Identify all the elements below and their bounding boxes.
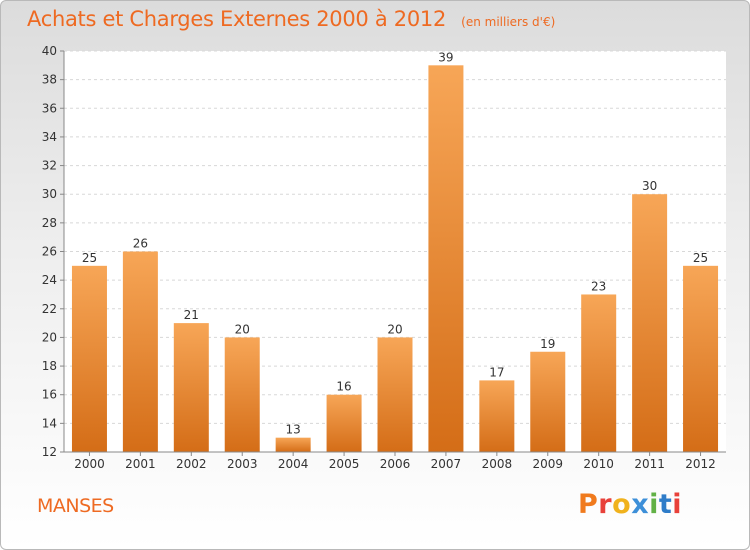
data-label-2009: 19: [540, 337, 555, 351]
x-tick-label-2004: 2004: [278, 457, 309, 471]
data-label-2000: 25: [82, 251, 97, 265]
y-tick-label: 26: [42, 245, 57, 259]
x-tick-label-2010: 2010: [583, 457, 614, 471]
y-tick-label: 24: [42, 273, 57, 287]
y-tick-label: 28: [42, 216, 57, 230]
logo-letter: i: [649, 489, 659, 520]
logo-letter: t: [658, 489, 673, 520]
x-tick-label-2012: 2012: [685, 457, 716, 471]
data-label-2012: 25: [693, 251, 708, 265]
y-tick-label: 16: [42, 388, 57, 402]
y-tick-label: 38: [42, 73, 57, 87]
bar-2002[interactable]: [173, 323, 209, 452]
x-tick-label-2006: 2006: [380, 457, 411, 471]
x-tick-label-2002: 2002: [176, 457, 207, 471]
x-tick-label-2009: 2009: [532, 457, 563, 471]
y-tick-label: 36: [42, 101, 57, 115]
y-tick-label: 20: [42, 330, 57, 344]
chart-title: Achats et Charges Externes 2000 à 2012: [27, 7, 447, 31]
proxiti-logo[interactable]: Proxiti: [578, 489, 682, 520]
y-tick-label: 40: [42, 44, 57, 58]
bar-2007[interactable]: [428, 65, 464, 453]
bar-2001[interactable]: [122, 251, 158, 453]
x-tick-label-2007: 2007: [431, 457, 462, 471]
data-label-2007: 39: [438, 50, 453, 64]
data-label-2011: 30: [642, 179, 657, 193]
y-tick-label: 22: [42, 302, 57, 316]
bar-2004[interactable]: [275, 437, 311, 452]
logo-letter: P: [578, 489, 599, 520]
data-label-2010: 23: [591, 279, 606, 293]
logo-letter: i: [672, 489, 683, 520]
x-tick-label-2001: 2001: [125, 457, 156, 471]
y-tick-label: 30: [42, 187, 57, 201]
y-tick-label: 18: [42, 359, 57, 373]
x-tick-label-2011: 2011: [634, 457, 665, 471]
bar-2005[interactable]: [326, 394, 362, 452]
logo-letter: r: [598, 489, 613, 520]
bar-2003[interactable]: [224, 337, 260, 452]
bar-2011[interactable]: [632, 194, 668, 452]
town-name: MANSES: [37, 495, 114, 517]
chart-unit: (en milliers d'€): [461, 15, 556, 29]
y-tick-label: 12: [42, 445, 57, 459]
bar-2012[interactable]: [683, 265, 719, 452]
bar-2010[interactable]: [581, 294, 617, 452]
bar-2008[interactable]: [479, 380, 515, 452]
data-label-2001: 26: [133, 237, 148, 251]
y-tick-label: 34: [42, 130, 57, 144]
x-tick-label-2005: 2005: [329, 457, 360, 471]
data-label-2008: 17: [489, 365, 504, 379]
data-label-2003: 20: [235, 322, 250, 336]
bar-2000[interactable]: [71, 265, 107, 452]
x-tick-label-2000: 2000: [74, 457, 105, 471]
data-label-2004: 13: [286, 423, 301, 437]
x-tick-label-2003: 2003: [227, 457, 258, 471]
logo-letter: o: [612, 489, 632, 520]
x-tick-label-2008: 2008: [482, 457, 513, 471]
bar-2009[interactable]: [530, 351, 566, 452]
data-label-2002: 21: [184, 308, 199, 322]
data-label-2006: 20: [387, 322, 402, 336]
bar-2006[interactable]: [377, 337, 413, 452]
logo-letter: x: [631, 489, 650, 520]
y-tick-label: 14: [42, 416, 57, 430]
y-tick-label: 32: [42, 159, 57, 173]
data-label-2005: 16: [336, 380, 351, 394]
title-row: Achats et Charges Externes 2000 à 2012 (…: [27, 7, 555, 31]
